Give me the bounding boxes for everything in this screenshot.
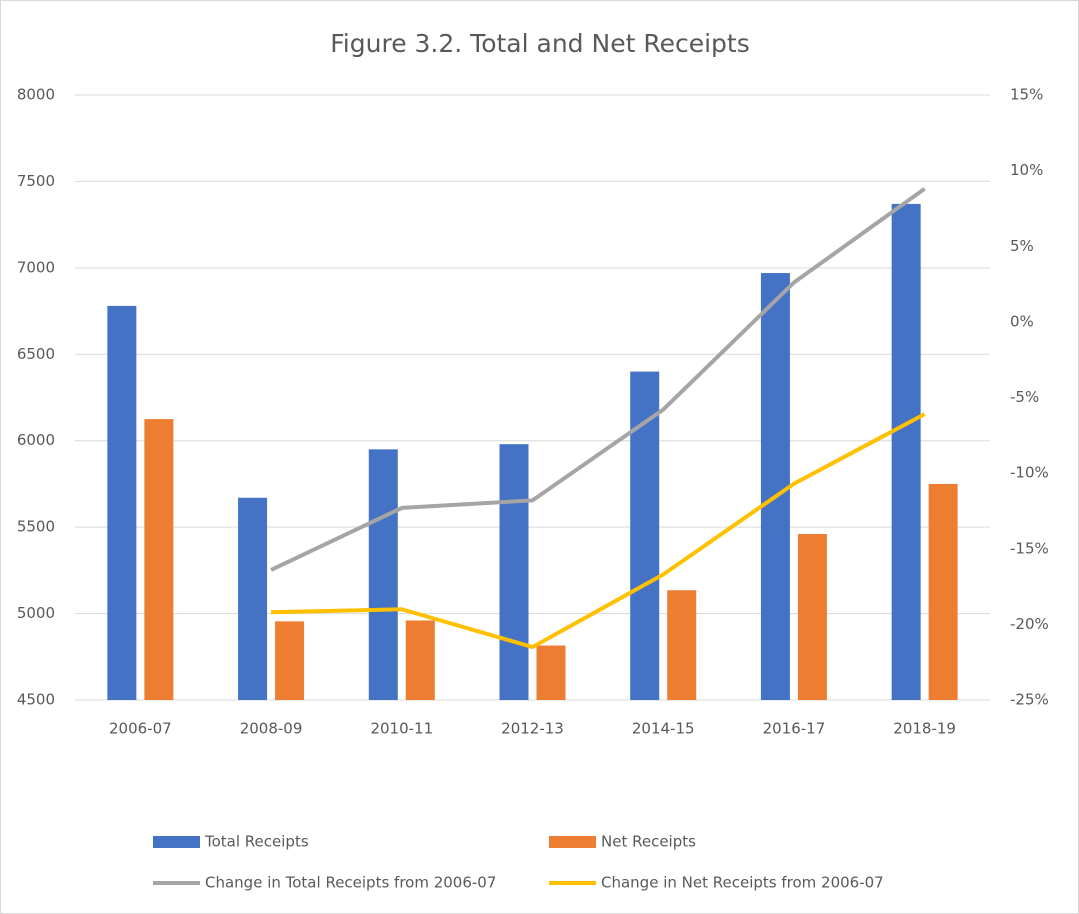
y-tick-label: 7000 <box>17 258 55 276</box>
y2-tick-label: -15% <box>1010 539 1049 557</box>
y-tick-label: 5000 <box>17 604 55 622</box>
y2-tick-label: -25% <box>1010 691 1049 709</box>
legend-label: Net Receipts <box>601 833 696 851</box>
y2-tick-label: 10% <box>1010 161 1043 179</box>
y-tick-label: 5500 <box>17 518 55 536</box>
legend-label: Change in Net Receipts from 2006-07 <box>601 874 884 892</box>
bar <box>667 590 697 700</box>
y2-tick-label: -5% <box>1010 388 1039 406</box>
line <box>271 412 926 650</box>
chart-title: Figure 3.2. Total and Net Receipts <box>330 29 749 58</box>
bar <box>368 449 398 700</box>
legend-swatch <box>549 836 596 848</box>
x-tick-label: 2010-11 <box>370 720 433 738</box>
bar <box>499 444 529 700</box>
bar <box>107 305 137 700</box>
legend-swatch <box>153 836 200 848</box>
x-tick-label: 2012-13 <box>501 720 564 738</box>
legend-label: Total Receipts <box>204 833 309 851</box>
bar <box>405 620 435 700</box>
bar <box>536 645 566 700</box>
y2-tick-label: 15% <box>1010 86 1043 104</box>
y2-tick-label: -10% <box>1010 464 1049 482</box>
bar <box>630 371 660 700</box>
x-tick-label: 2006-07 <box>109 720 172 738</box>
y-tick-label: 4500 <box>17 691 55 709</box>
y-tick-label: 8000 <box>17 86 55 104</box>
line <box>270 187 926 572</box>
bar <box>238 497 268 700</box>
x-tick-label: 2018-19 <box>893 720 956 738</box>
bar <box>797 534 827 700</box>
y2-tick-label: 0% <box>1010 312 1034 330</box>
y-tick-label: 6000 <box>17 431 55 449</box>
bar <box>144 419 174 700</box>
x-tick-label: 2016-17 <box>763 720 826 738</box>
y2-tick-label: 5% <box>1010 237 1034 255</box>
legend-label: Change in Total Receipts from 2006-07 <box>205 874 496 892</box>
bar <box>891 203 921 700</box>
x-tick-label: 2014-15 <box>632 720 695 738</box>
y-tick-label: 7500 <box>17 172 55 190</box>
x-tick-label: 2008-09 <box>240 720 303 738</box>
bar <box>928 483 958 700</box>
y-tick-label: 6500 <box>17 345 55 363</box>
bar <box>760 273 790 700</box>
y2-tick-label: -20% <box>1010 615 1049 633</box>
bar <box>275 621 305 700</box>
